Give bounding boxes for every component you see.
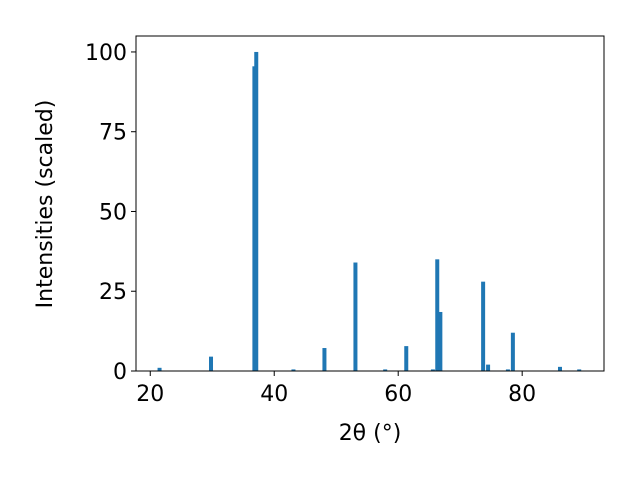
bar <box>577 369 582 371</box>
x-tick-label: 40 <box>260 382 288 407</box>
bar <box>481 281 486 371</box>
bar <box>353 262 358 371</box>
bar <box>438 311 443 371</box>
bar <box>557 366 562 371</box>
y-tick-label: 50 <box>99 200 127 225</box>
bar <box>209 356 214 371</box>
bar <box>291 369 296 371</box>
bar <box>322 348 327 371</box>
x-tick-label: 60 <box>384 382 412 407</box>
bar <box>383 369 388 371</box>
axes-frame <box>135 35 605 372</box>
bar <box>430 369 435 371</box>
bar <box>435 259 440 371</box>
bar <box>486 364 491 371</box>
x-tick-label: 20 <box>136 382 164 407</box>
bar <box>505 369 510 371</box>
bar <box>254 51 259 371</box>
bar <box>510 332 515 371</box>
bar <box>404 346 409 371</box>
y-axis-label: Intensities (scaled) <box>33 100 58 309</box>
x-axis-label: 2θ (°) <box>339 421 402 446</box>
y-tick-label: 100 <box>85 41 127 66</box>
y-tick-label: 75 <box>99 121 127 146</box>
x-tick-label: 80 <box>508 382 536 407</box>
y-tick-label: 0 <box>113 360 127 385</box>
y-tick-label: 25 <box>99 280 127 305</box>
bar <box>157 367 162 371</box>
